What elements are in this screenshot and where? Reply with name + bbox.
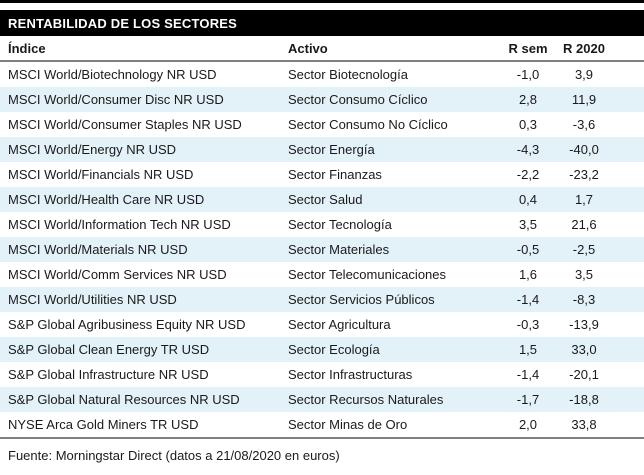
column-header-r-2020: R 2020 xyxy=(563,40,605,56)
cell-r-2020: 33,0 xyxy=(571,342,597,357)
cell-activo: Sector Servicios Públicos xyxy=(288,292,435,307)
cell-r-2020: 3,9 xyxy=(574,67,594,82)
cell-r-2020: 3,5 xyxy=(574,267,594,282)
cell-activo: Sector Consumo Cíclico xyxy=(288,92,428,107)
cell-r-2020: 1,7 xyxy=(574,192,594,207)
table-row: MSCI World/Information Tech NR USD Sector… xyxy=(0,212,644,237)
cell-r-sem: 0,3 xyxy=(518,117,538,132)
cell-r-2020: 11,9 xyxy=(571,92,597,107)
cell-indice: MSCI World/Information Tech NR USD xyxy=(8,217,231,232)
cell-activo: Sector Infrastructuras xyxy=(288,367,413,382)
cell-indice: MSCI World/Utilities NR USD xyxy=(8,292,177,307)
column-header-activo: Activo xyxy=(288,40,328,56)
cell-r-sem: -2,2 xyxy=(516,167,540,182)
cell-activo: Sector Ecología xyxy=(288,342,380,357)
cell-activo: Sector Telecomunicaciones xyxy=(288,267,447,282)
cell-r-2020: -8,3 xyxy=(572,292,596,307)
cell-r-sem: 0,4 xyxy=(518,192,538,207)
table-row: MSCI World/Energy NR USD Sector Energía -4… xyxy=(0,137,644,162)
cell-r-sem: -1,4 xyxy=(516,367,540,382)
table-row: MSCI World/Biotechnology NR USD Sector Bi… xyxy=(0,62,644,87)
cell-r-sem: 2,0 xyxy=(518,417,538,432)
cell-r-sem: -4,3 xyxy=(516,142,540,157)
cell-activo: Sector Energía xyxy=(288,142,375,157)
table-row: NYSE Arca Gold Miners TR USD Sector Minas… xyxy=(0,412,644,437)
table-row: MSCI World/Consumer Disc NR USD Sector Co… xyxy=(0,87,644,112)
column-header-r-sem: R sem xyxy=(508,40,548,56)
cell-indice: MSCI World/Energy NR USD xyxy=(8,142,177,157)
cell-indice: S&P Global Agribusiness Equity NR USD xyxy=(8,317,246,332)
cell-r-sem: 1,5 xyxy=(518,342,538,357)
cell-r-sem: 3,5 xyxy=(518,217,538,232)
cell-r-sem: -0,3 xyxy=(516,317,540,332)
cell-r-sem: -0,5 xyxy=(516,242,540,257)
table-row: MSCI World/Health Care NR USD Sector Salu… xyxy=(0,187,644,212)
cell-activo: Sector Agricultura xyxy=(288,317,391,332)
table-row: MSCI World/Financials NR USD Sector Finan… xyxy=(0,162,644,187)
source-footnote: Fuente: Morningstar Direct (datos a 21/0… xyxy=(8,448,340,463)
cell-activo: Sector Tecnología xyxy=(288,217,392,232)
cell-indice: S&P Global Natural Resources NR USD xyxy=(8,392,240,407)
cell-indice: MSCI World/Consumer Staples NR USD xyxy=(8,117,242,132)
cell-activo: Sector Finanzas xyxy=(288,167,382,182)
table-row: MSCI World/Comm Services NR USD Sector Te… xyxy=(0,262,644,287)
table-row: S&P Global Clean Energy TR USD Sector Eco… xyxy=(0,337,644,362)
cell-indice: MSCI World/Biotechnology NR USD xyxy=(8,67,217,82)
table-header-row: Índice Activo R sem R 2020 xyxy=(0,36,644,62)
table-row: S&P Global Agribusiness Equity NR USD Sec… xyxy=(0,312,644,337)
table-title: RENTABILIDAD DE LOS SECTORES xyxy=(8,15,238,31)
table-row: S&P Global Infrastructure NR USD Sector I… xyxy=(0,362,644,387)
cell-r-2020: -40,0 xyxy=(569,142,599,157)
table-row: MSCI World/Materials NR USD Sector Materi… xyxy=(0,237,644,262)
cell-activo: Sector Biotecnología xyxy=(288,67,408,82)
cell-r-sem: -1,0 xyxy=(516,67,540,82)
cell-activo: Sector Recursos Naturales xyxy=(288,392,444,407)
cell-indice: MSCI World/Financials NR USD xyxy=(8,167,194,182)
cell-r-2020: -13,9 xyxy=(569,317,599,332)
cell-indice: MSCI World/Comm Services NR USD xyxy=(8,267,227,282)
cell-activo: Sector Salud xyxy=(288,192,363,207)
cell-r-2020: 33,8 xyxy=(571,417,597,432)
cell-indice: NYSE Arca Gold Miners TR USD xyxy=(8,417,199,432)
cell-indice: S&P Global Infrastructure NR USD xyxy=(8,367,209,382)
cell-indice: MSCI World/Health Care NR USD xyxy=(8,192,205,207)
cell-r-2020: -3,6 xyxy=(572,117,596,132)
table-row: MSCI World/Consumer Staples NR USD Sector… xyxy=(0,112,644,137)
table-row: MSCI World/Utilities NR USD Sector Servic… xyxy=(0,287,644,312)
cell-r-sem: 2,8 xyxy=(518,92,538,107)
cell-activo: Sector Materiales xyxy=(288,242,390,257)
cell-r-2020: -18,8 xyxy=(569,392,599,407)
cell-r-sem: -1,4 xyxy=(516,292,540,307)
table-body: MSCI World/Biotechnology NR USD Sector Bi… xyxy=(0,62,644,437)
cell-indice: MSCI World/Materials NR USD xyxy=(8,242,188,257)
cell-r-2020: 21,6 xyxy=(571,217,597,232)
cell-indice: S&P Global Clean Energy TR USD xyxy=(8,342,210,357)
table-row: S&P Global Natural Resources NR USD Secto… xyxy=(0,387,644,412)
cell-activo: Sector Consumo No Cíclico xyxy=(288,117,448,132)
bottom-rule xyxy=(0,437,644,439)
column-header-indice: Índice xyxy=(8,40,46,56)
table-title-bar: RENTABILIDAD DE LOS SECTORES xyxy=(0,10,644,36)
top-rule xyxy=(0,0,644,3)
cell-r-2020: -20,1 xyxy=(569,367,599,382)
cell-r-sem: -1,7 xyxy=(516,392,540,407)
cell-r-sem: 1,6 xyxy=(518,267,538,282)
cell-r-2020: -23,2 xyxy=(569,167,599,182)
cell-activo: Sector Minas de Oro xyxy=(288,417,408,432)
cell-indice: MSCI World/Consumer Disc NR USD xyxy=(8,92,224,107)
cell-r-2020: -2,5 xyxy=(572,242,596,257)
